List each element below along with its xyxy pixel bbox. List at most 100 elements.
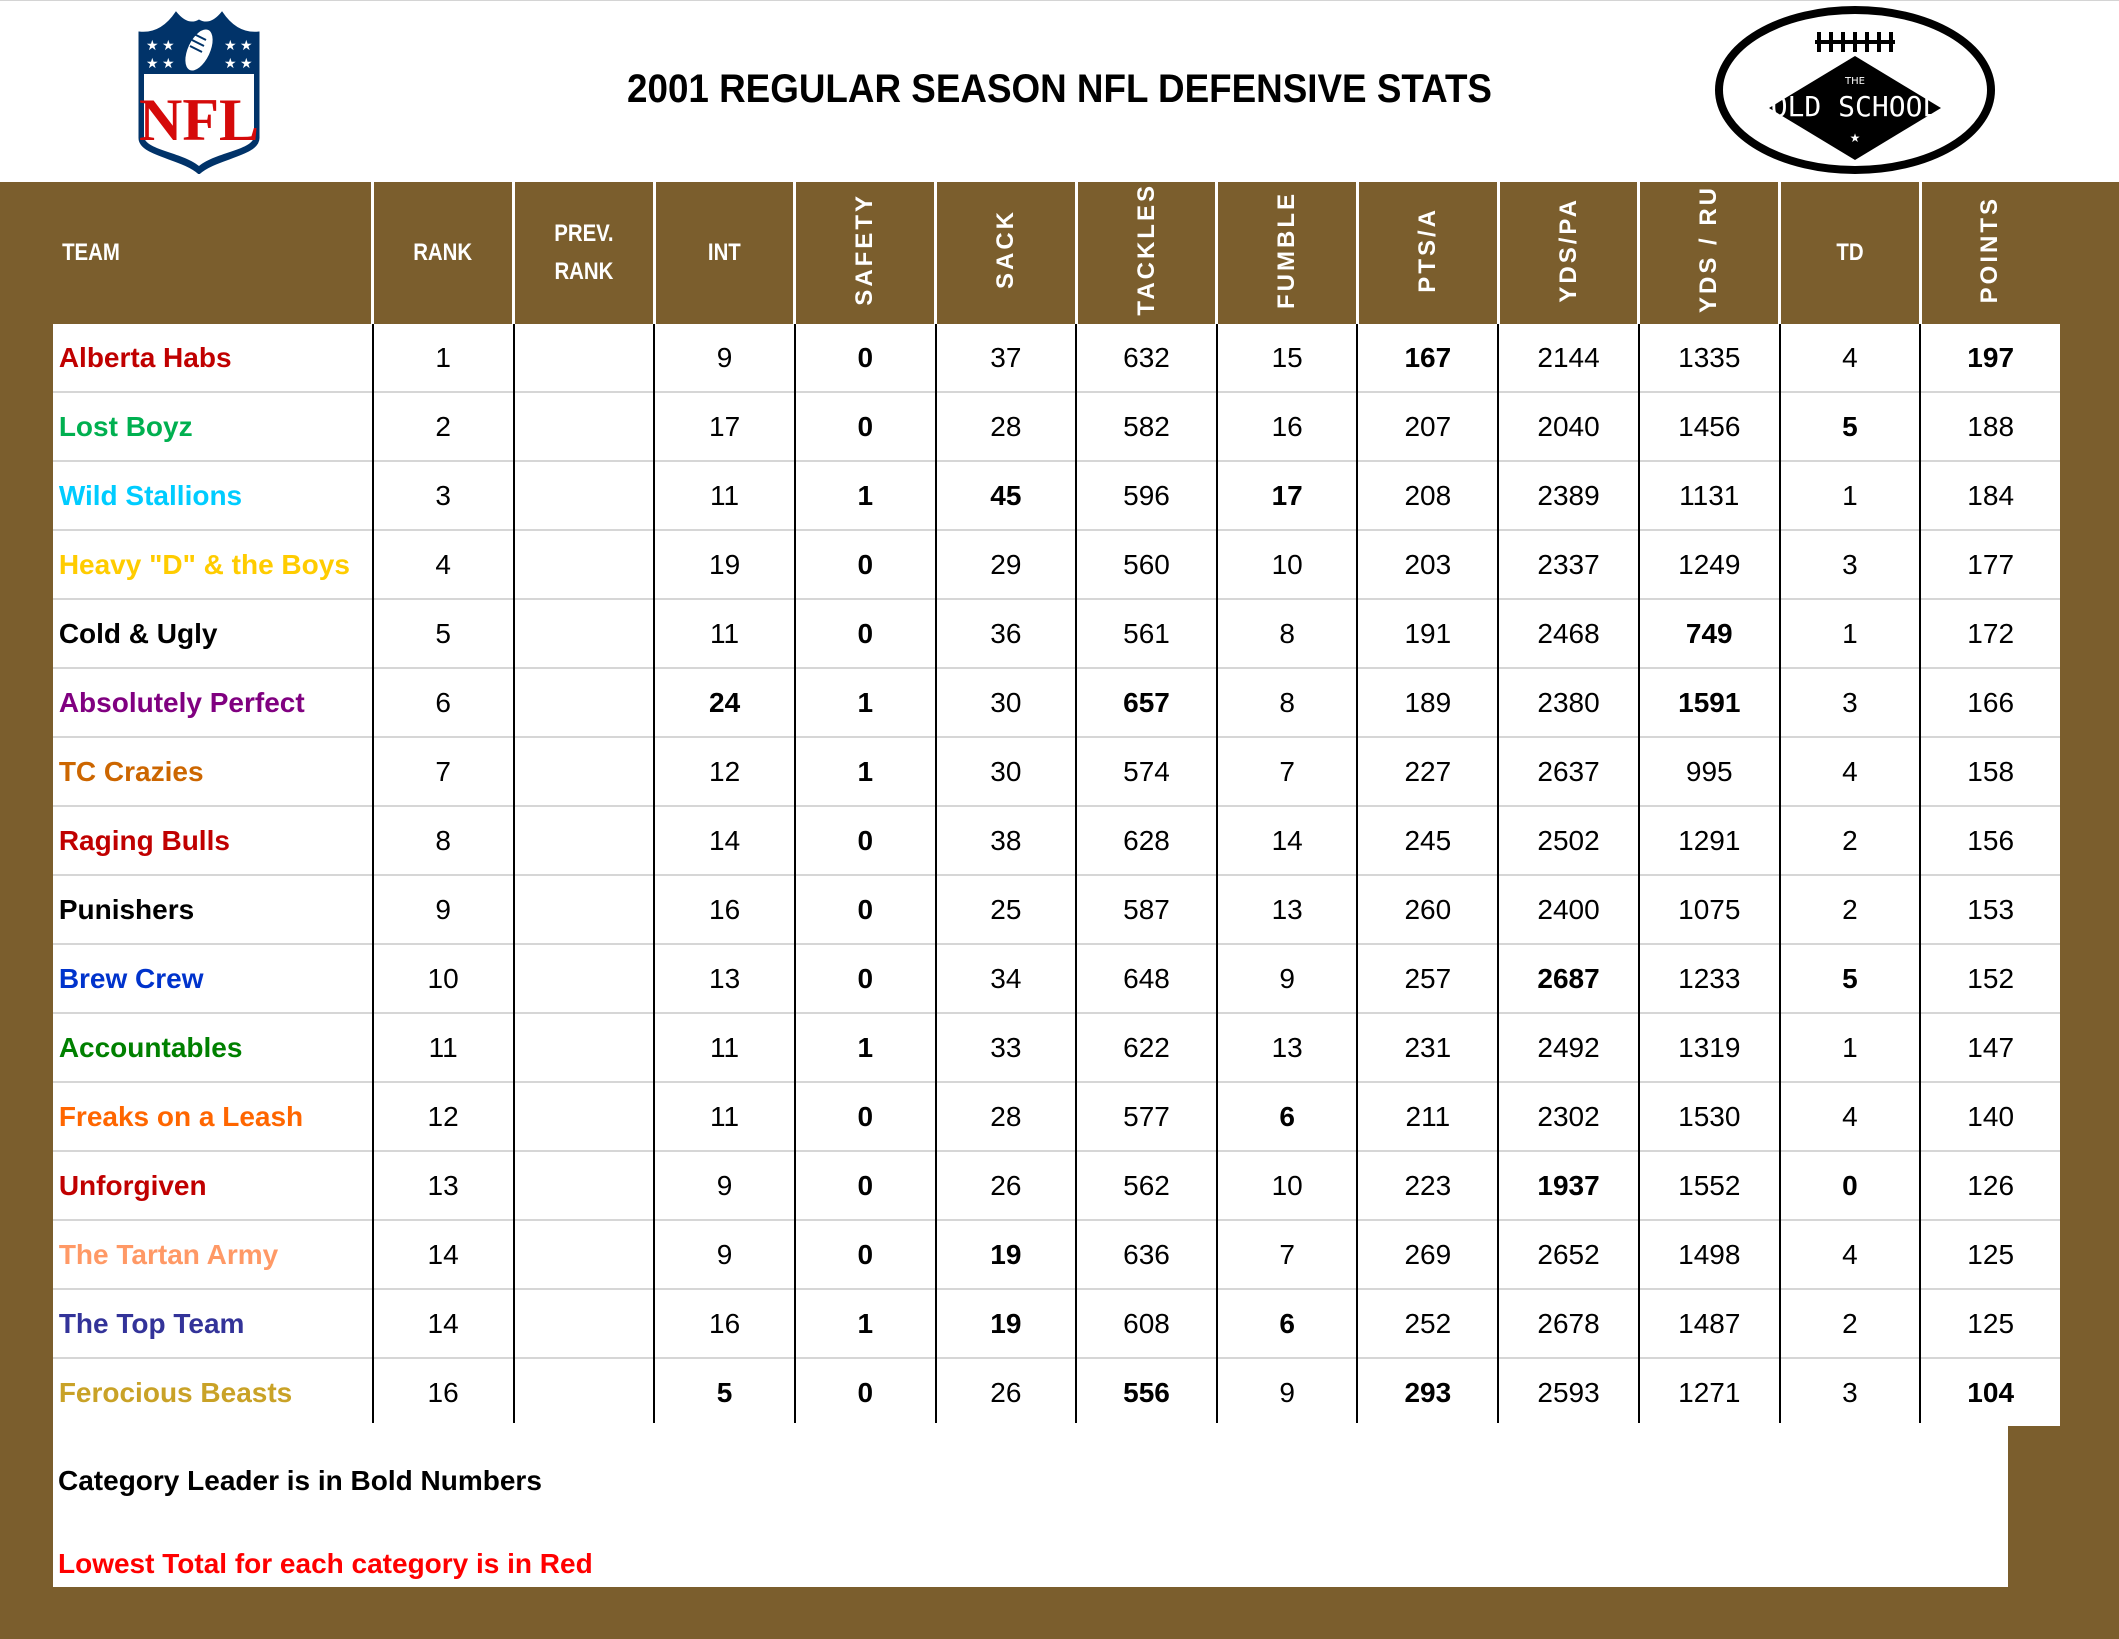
rank-cell[interactable]: 3	[371, 460, 514, 530]
tackles-cell[interactable]: 596	[1075, 460, 1217, 530]
tackles-cell[interactable]: 560	[1075, 529, 1217, 599]
rank-cell[interactable]: 4	[371, 529, 514, 599]
int-cell[interactable]: 9	[653, 1150, 795, 1220]
team-name-cell[interactable]: Ferocious Beasts	[52, 1357, 373, 1426]
sack-cell[interactable]: 19	[934, 1219, 1077, 1289]
sack-cell[interactable]: 38	[934, 805, 1077, 875]
yds-pa-cell[interactable]: 2144	[1497, 324, 1639, 392]
points-cell[interactable]: 140	[1919, 1081, 2061, 1151]
td-cell[interactable]: 3	[1778, 1357, 1921, 1426]
yds-ru-cell[interactable]: 1271	[1637, 1357, 1780, 1426]
int-cell[interactable]: 13	[653, 943, 795, 1013]
rank-cell[interactable]: 11	[371, 1012, 514, 1082]
rank-cell[interactable]: 6	[371, 667, 514, 737]
yds-ru-cell[interactable]: 1552	[1637, 1150, 1780, 1220]
safety-cell[interactable]: 0	[793, 324, 936, 392]
td-cell[interactable]: 5	[1778, 391, 1921, 461]
tackles-cell[interactable]: 608	[1075, 1288, 1217, 1358]
prev-rank-cell[interactable]	[512, 598, 655, 668]
yds-pa-cell[interactable]: 2040	[1497, 391, 1639, 461]
fumble-cell[interactable]: 14	[1215, 805, 1358, 875]
yds-pa-cell[interactable]: 2468	[1497, 598, 1639, 668]
rank-cell[interactable]: 10	[371, 943, 514, 1013]
yds-ru-cell[interactable]: 995	[1637, 736, 1780, 806]
yds-pa-cell[interactable]: 2302	[1497, 1081, 1639, 1151]
pts-a-cell[interactable]: 245	[1356, 805, 1499, 875]
yds-pa-cell[interactable]: 2492	[1497, 1012, 1639, 1082]
sack-cell[interactable]: 29	[934, 529, 1077, 599]
yds-pa-cell[interactable]: 2687	[1497, 943, 1639, 1013]
td-cell[interactable]: 1	[1778, 598, 1921, 668]
int-cell[interactable]: 9	[653, 324, 795, 392]
yds-pa-cell[interactable]: 2337	[1497, 529, 1639, 599]
fumble-cell[interactable]: 7	[1215, 736, 1358, 806]
safety-cell[interactable]: 0	[793, 529, 936, 599]
team-name-cell[interactable]: Accountables	[52, 1012, 373, 1082]
safety-cell[interactable]: 0	[793, 943, 936, 1013]
rank-cell[interactable]: 12	[371, 1081, 514, 1151]
prev-rank-cell[interactable]	[512, 1288, 655, 1358]
prev-rank-cell[interactable]	[512, 1150, 655, 1220]
col-header-team[interactable]: TEAM	[0, 182, 373, 324]
pts-a-cell[interactable]: 227	[1356, 736, 1499, 806]
pts-a-cell[interactable]: 231	[1356, 1012, 1499, 1082]
rank-cell[interactable]: 2	[371, 391, 514, 461]
tackles-cell[interactable]: 577	[1075, 1081, 1217, 1151]
col-header-prev-rank[interactable]: PREV. RANK	[512, 182, 655, 324]
int-cell[interactable]: 16	[653, 874, 795, 944]
pts-a-cell[interactable]: 260	[1356, 874, 1499, 944]
yds-ru-cell[interactable]: 1591	[1637, 667, 1780, 737]
yds-ru-cell[interactable]: 1335	[1637, 324, 1780, 392]
sack-cell[interactable]: 25	[934, 874, 1077, 944]
pts-a-cell[interactable]: 191	[1356, 598, 1499, 668]
pts-a-cell[interactable]: 211	[1356, 1081, 1499, 1151]
fumble-cell[interactable]: 15	[1215, 324, 1358, 392]
tackles-cell[interactable]: 622	[1075, 1012, 1217, 1082]
sack-cell[interactable]: 26	[934, 1357, 1077, 1426]
points-cell[interactable]: 156	[1919, 805, 2061, 875]
pts-a-cell[interactable]: 207	[1356, 391, 1499, 461]
safety-cell[interactable]: 0	[793, 598, 936, 668]
col-header-yds-ru[interactable]: YDS / RU	[1637, 182, 1780, 324]
yds-pa-cell[interactable]: 2400	[1497, 874, 1639, 944]
safety-cell[interactable]: 1	[793, 460, 936, 530]
tackles-cell[interactable]: 657	[1075, 667, 1217, 737]
prev-rank-cell[interactable]	[512, 736, 655, 806]
safety-cell[interactable]: 1	[793, 1288, 936, 1358]
tackles-cell[interactable]: 587	[1075, 874, 1217, 944]
fumble-cell[interactable]: 6	[1215, 1081, 1358, 1151]
sack-cell[interactable]: 37	[934, 324, 1077, 392]
points-cell[interactable]: 125	[1919, 1219, 2061, 1289]
safety-cell[interactable]: 0	[793, 805, 936, 875]
int-cell[interactable]: 16	[653, 1288, 795, 1358]
points-cell[interactable]: 177	[1919, 529, 2061, 599]
team-name-cell[interactable]: The Tartan Army	[52, 1219, 373, 1289]
points-cell[interactable]: 147	[1919, 1012, 2061, 1082]
yds-ru-cell[interactable]: 1319	[1637, 1012, 1780, 1082]
pts-a-cell[interactable]: 257	[1356, 943, 1499, 1013]
yds-pa-cell[interactable]: 2637	[1497, 736, 1639, 806]
sack-cell[interactable]: 28	[934, 1081, 1077, 1151]
fumble-cell[interactable]: 8	[1215, 598, 1358, 668]
fumble-cell[interactable]: 7	[1215, 1219, 1358, 1289]
team-name-cell[interactable]: Freaks on a Leash	[52, 1081, 373, 1151]
points-cell[interactable]: 126	[1919, 1150, 2061, 1220]
prev-rank-cell[interactable]	[512, 943, 655, 1013]
td-cell[interactable]: 1	[1778, 1012, 1921, 1082]
tackles-cell[interactable]: 582	[1075, 391, 1217, 461]
yds-ru-cell[interactable]: 1456	[1637, 391, 1780, 461]
points-cell[interactable]: 188	[1919, 391, 2061, 461]
tackles-cell[interactable]: 562	[1075, 1150, 1217, 1220]
col-header-int[interactable]: INT	[652, 182, 795, 324]
prev-rank-cell[interactable]	[512, 391, 655, 461]
prev-rank-cell[interactable]	[512, 874, 655, 944]
yds-ru-cell[interactable]: 1233	[1637, 943, 1780, 1013]
int-cell[interactable]: 19	[653, 529, 795, 599]
int-cell[interactable]: 17	[653, 391, 795, 461]
rank-cell[interactable]: 8	[371, 805, 514, 875]
fumble-cell[interactable]: 9	[1215, 1357, 1358, 1426]
fumble-cell[interactable]: 9	[1215, 943, 1358, 1013]
col-header-points[interactable]: POINTS	[1918, 182, 2119, 324]
td-cell[interactable]: 3	[1778, 667, 1921, 737]
td-cell[interactable]: 3	[1778, 529, 1921, 599]
